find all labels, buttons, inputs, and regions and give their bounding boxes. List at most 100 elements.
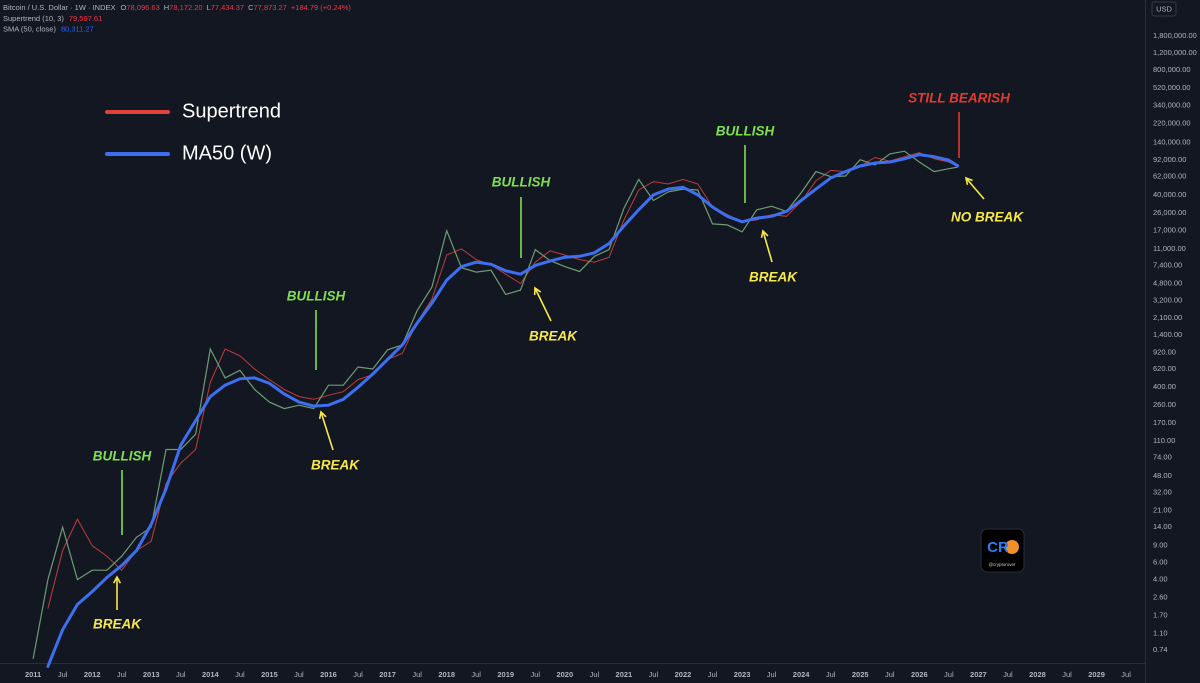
ma-line bbox=[46, 153, 960, 668]
y-tick-label: 140,000.00 bbox=[1153, 138, 1191, 147]
x-tick-label: 2025 bbox=[852, 670, 869, 679]
y-tick-label: 170.00 bbox=[1153, 418, 1176, 427]
y-tick-label: 40,000.00 bbox=[1153, 190, 1186, 199]
y-tick-label: 4,800.00 bbox=[1153, 278, 1182, 287]
y-tick-label: 9.00 bbox=[1153, 541, 1168, 550]
x-tick-label: Jul bbox=[294, 670, 304, 679]
y-tick-label: 3,200.00 bbox=[1153, 295, 1182, 304]
overlay: CR @cryptorover Supertrend MA50 (W) BULLIS… bbox=[93, 91, 1025, 632]
y-tick-label: 11,000.00 bbox=[1153, 244, 1186, 253]
x-tick-label: 2022 bbox=[675, 670, 692, 679]
y-tick-label: 14.00 bbox=[1153, 522, 1172, 531]
y-tick-label: 32.00 bbox=[1153, 488, 1172, 497]
annotation: BULLISH bbox=[716, 124, 775, 139]
annotation-line bbox=[762, 230, 773, 263]
x-tick-label: Jul bbox=[767, 670, 777, 679]
x-tick-label: Jul bbox=[826, 670, 836, 679]
ohlc-label: C bbox=[248, 3, 254, 12]
legend-label: MA50 (W) bbox=[182, 142, 272, 164]
ohlc-value: 77,873.27 bbox=[254, 3, 287, 12]
header-line: Bitcoin / U.S. Dollar · 1W · INDEX O78,09… bbox=[3, 3, 351, 12]
ohlc-label: H bbox=[164, 3, 169, 12]
x-tick-label: 2017 bbox=[379, 670, 396, 679]
annotation: BREAK bbox=[311, 458, 360, 473]
x-tick-label: 2021 bbox=[616, 670, 633, 679]
y-tick-label: 2,100.00 bbox=[1153, 313, 1182, 322]
y-tick-label: 62,000.00 bbox=[1153, 172, 1186, 181]
y-tick-label: 6.00 bbox=[1153, 558, 1168, 567]
x-tick-label: 2015 bbox=[261, 670, 278, 679]
x-tick-label: 2020 bbox=[556, 670, 573, 679]
annotation-arrowhead bbox=[760, 229, 769, 239]
indicator-value: 79,597.61 bbox=[69, 14, 102, 23]
y-tick-label: 800,000.00 bbox=[1153, 65, 1191, 74]
y-tick-label: 2.60 bbox=[1153, 593, 1168, 602]
y-tick-label: 4.00 bbox=[1153, 575, 1168, 584]
currency-box bbox=[1151, 1, 1177, 17]
x-tick-label: Jul bbox=[235, 670, 245, 679]
annotation-arrowhead bbox=[318, 410, 327, 420]
indicator-name: Supertrend (10, 3) bbox=[3, 14, 64, 23]
y-tick-label: 21.00 bbox=[1153, 505, 1172, 514]
x-tick-label: 2029 bbox=[1088, 670, 1105, 679]
y-tick-label: 26,000.00 bbox=[1153, 208, 1186, 217]
watermark-logo: CR bbox=[987, 539, 1009, 556]
watermark-handle: @cryptorover bbox=[988, 562, 1016, 567]
annotation-arrowhead bbox=[112, 575, 122, 584]
y-tick-label: 400.00 bbox=[1153, 382, 1176, 391]
y-tick-label: 92,000.00 bbox=[1153, 155, 1186, 164]
y-tick-label: 1.10 bbox=[1153, 628, 1168, 637]
x-tick-label: 2011 bbox=[25, 670, 41, 679]
annotation: BULLISH bbox=[287, 289, 346, 304]
ohlc-value: 78,172.20 bbox=[169, 3, 202, 12]
x-tick-label: 2024 bbox=[793, 670, 811, 679]
x-tick-label: Jul bbox=[1121, 670, 1131, 679]
indicator-name: SMA (50, close) bbox=[3, 24, 56, 33]
annotation-arrowhead bbox=[964, 176, 973, 186]
y-tick-label: 17,000.00 bbox=[1153, 226, 1186, 235]
x-tick-label: Jul bbox=[471, 670, 481, 679]
y-tick-label: 260.00 bbox=[1153, 400, 1176, 409]
legend-label: Supertrend bbox=[182, 100, 281, 122]
x-tick-label: 2018 bbox=[438, 670, 455, 679]
annotation-line bbox=[320, 411, 334, 451]
x-tick-label: Jul bbox=[412, 670, 422, 679]
x-tick-label: 2027 bbox=[970, 670, 987, 679]
ohlc-label: L bbox=[207, 3, 211, 12]
annotation-line bbox=[534, 287, 552, 322]
indicator-value: 80,311.27 bbox=[61, 24, 94, 33]
supertrend-line bbox=[47, 152, 958, 609]
x-tick-label: Jul bbox=[530, 670, 540, 679]
x-tick-label: Jul bbox=[58, 670, 68, 679]
y-tick-label: 1.70 bbox=[1153, 610, 1168, 619]
x-tick-label: Jul bbox=[117, 670, 127, 679]
plot-area bbox=[32, 150, 960, 668]
annotation: BREAK bbox=[93, 617, 142, 632]
annotation: BULLISH bbox=[492, 175, 551, 190]
y-tick-label: 340,000.00 bbox=[1153, 101, 1191, 110]
ohlc-value: 78,096.63 bbox=[126, 3, 159, 12]
watermark-box bbox=[980, 528, 1025, 573]
x-tick-label: 2014 bbox=[202, 670, 220, 679]
y-tick-label: 620.00 bbox=[1153, 364, 1176, 373]
x-tick-label: 2012 bbox=[84, 670, 101, 679]
y-tick-label: 110.00 bbox=[1153, 436, 1175, 445]
watermark-logo-accent bbox=[1005, 540, 1019, 554]
annotation-line bbox=[965, 177, 985, 200]
x-tick-label: 2016 bbox=[320, 670, 337, 679]
y-tick-label: 7,400.00 bbox=[1153, 260, 1182, 269]
indicator-line: SMA (50, close) 80,311.27 bbox=[3, 24, 94, 33]
y-tick-label: 220,000.00 bbox=[1153, 119, 1191, 128]
indicator-line: Supertrend (10, 3) 79,597.61 bbox=[3, 14, 102, 23]
x-tick-label: 2028 bbox=[1029, 670, 1046, 679]
annotation: STILL BEARISH bbox=[908, 91, 1010, 106]
y-tick-label: 74.00 bbox=[1153, 453, 1172, 462]
x-tick-label: Jul bbox=[885, 670, 895, 679]
symbol: Bitcoin / U.S. Dollar · 1W · INDEX bbox=[3, 3, 116, 12]
x-tick-label: Jul bbox=[1062, 670, 1072, 679]
x-tick-label: 2023 bbox=[734, 670, 751, 679]
y-tick-label: 1,800,000.00 bbox=[1153, 31, 1197, 40]
x-tick-label: Jul bbox=[176, 670, 186, 679]
x-tick-label: Jul bbox=[708, 670, 718, 679]
